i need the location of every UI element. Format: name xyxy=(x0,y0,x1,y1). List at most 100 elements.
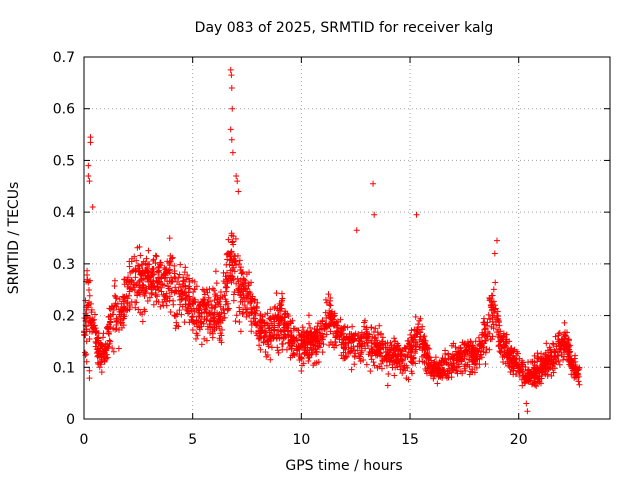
data-point xyxy=(223,288,230,295)
y-tick-label: 0.5 xyxy=(53,153,75,169)
data-point xyxy=(325,323,332,330)
data-point xyxy=(216,313,223,320)
data-point xyxy=(133,257,140,264)
plot-frame xyxy=(83,56,611,420)
data-point xyxy=(556,361,563,368)
data-point xyxy=(238,270,245,277)
ticks-layer: 0 0.1 0.2 0.3 0.4 0.5 0.6 0.7 0 5 10 15 20 xyxy=(53,50,610,448)
data-point xyxy=(564,346,571,353)
data-point xyxy=(104,354,111,361)
data-point xyxy=(490,298,497,305)
data-point xyxy=(246,289,253,296)
data-point xyxy=(531,352,538,359)
data-point xyxy=(248,298,255,305)
data-point xyxy=(119,307,126,314)
data-point xyxy=(278,341,285,348)
data-point xyxy=(284,328,291,335)
data-point xyxy=(193,317,200,324)
data-point xyxy=(84,267,91,274)
data-point xyxy=(227,267,234,274)
data-point xyxy=(217,303,224,310)
data-point xyxy=(135,268,142,275)
data-point xyxy=(274,344,281,351)
data-point xyxy=(184,305,191,312)
data-point xyxy=(314,338,321,345)
data-point xyxy=(371,362,378,369)
data-point xyxy=(555,348,562,355)
data-point xyxy=(332,338,339,345)
data-point xyxy=(296,350,303,357)
data-point xyxy=(564,329,571,336)
data-point xyxy=(285,312,292,319)
data-point xyxy=(405,337,412,344)
data-point xyxy=(237,264,244,271)
data-point xyxy=(317,332,324,339)
data-point xyxy=(206,309,213,316)
data-point xyxy=(510,347,517,354)
data-point xyxy=(89,324,96,331)
data-point xyxy=(374,339,381,346)
data-point xyxy=(322,296,329,303)
data-point xyxy=(319,336,326,343)
data-point xyxy=(539,362,546,369)
data-point xyxy=(264,338,271,345)
data-point xyxy=(156,267,163,274)
data-point xyxy=(182,264,189,271)
data-point xyxy=(416,358,423,365)
data-point xyxy=(462,367,469,374)
data-point xyxy=(298,368,305,375)
data-point xyxy=(189,313,196,320)
data-point xyxy=(404,353,411,360)
data-point xyxy=(420,334,427,341)
data-point xyxy=(244,292,251,299)
data-point xyxy=(248,318,255,325)
data-point xyxy=(207,330,214,337)
data-point xyxy=(210,318,217,325)
data-point xyxy=(342,336,349,343)
data-point xyxy=(417,315,424,322)
data-point xyxy=(279,297,285,304)
data-point xyxy=(137,252,144,259)
data-point xyxy=(283,321,290,328)
data-point xyxy=(342,353,349,360)
data-point xyxy=(235,278,242,285)
data-point xyxy=(186,285,193,292)
data-point xyxy=(226,261,233,268)
data-point xyxy=(362,317,369,324)
data-point xyxy=(323,331,330,338)
data-point xyxy=(453,367,460,374)
data-point xyxy=(445,374,452,381)
data-point xyxy=(305,312,312,319)
data-point xyxy=(453,357,460,364)
data-point xyxy=(135,288,142,295)
data-point xyxy=(241,295,248,302)
data-point xyxy=(266,315,273,322)
data-point xyxy=(267,356,274,363)
data-point xyxy=(405,376,412,383)
data-point xyxy=(418,326,425,333)
data-point xyxy=(370,329,377,336)
data-point xyxy=(207,298,214,305)
data-point xyxy=(288,338,295,345)
data-point xyxy=(159,298,166,305)
data-point xyxy=(538,350,545,357)
data-point xyxy=(153,253,160,260)
data-point xyxy=(531,359,538,366)
data-point xyxy=(472,338,479,345)
data-point xyxy=(105,328,112,335)
data-point xyxy=(430,363,437,370)
data-point xyxy=(288,345,295,352)
data-point xyxy=(204,289,211,296)
data-point xyxy=(115,345,122,352)
data-point xyxy=(448,353,455,360)
data-point xyxy=(488,304,495,311)
data-point xyxy=(553,343,560,350)
data-point xyxy=(104,325,111,332)
data-point xyxy=(497,349,504,356)
data-point xyxy=(300,337,307,344)
data-point xyxy=(391,372,398,379)
data-point xyxy=(329,308,336,315)
data-point xyxy=(95,361,102,368)
data-point xyxy=(542,349,549,356)
data-point xyxy=(319,318,326,325)
